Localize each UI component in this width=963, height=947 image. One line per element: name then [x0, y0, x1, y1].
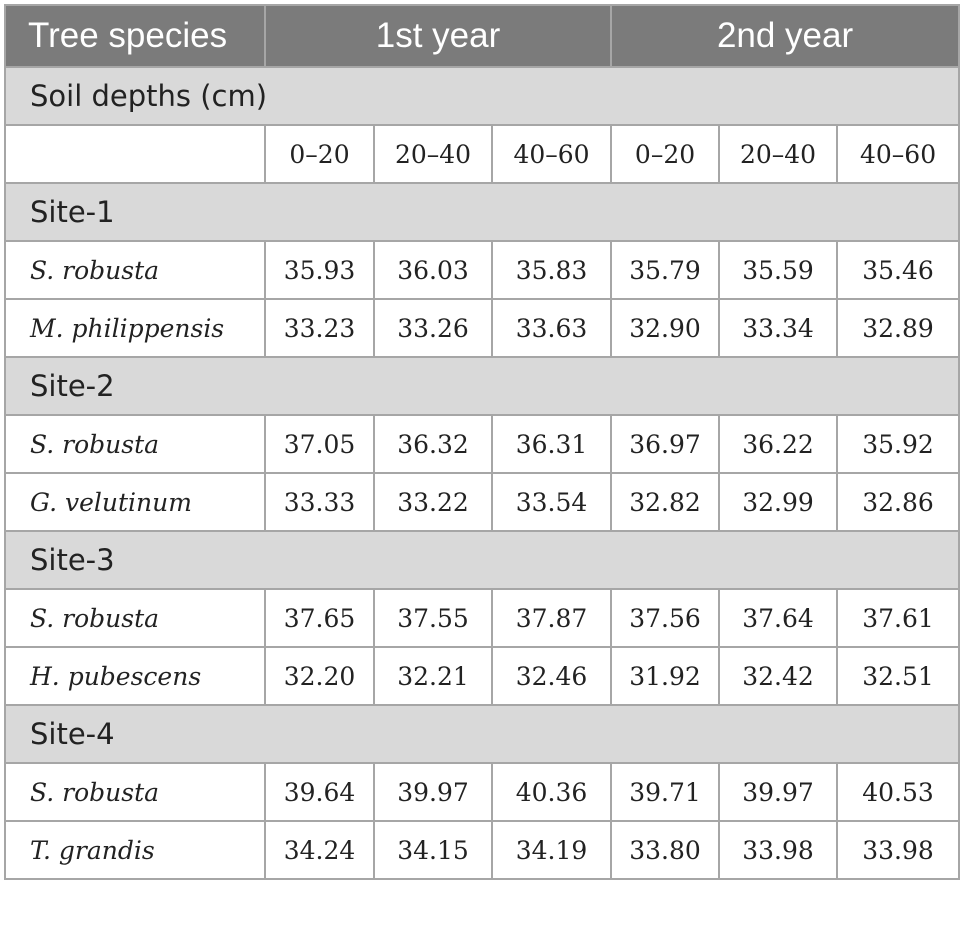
value-cell: 33.98 [836, 820, 961, 880]
value-cell: 40.36 [490, 762, 613, 822]
value-cell: 37.55 [373, 588, 493, 648]
depth-cell: 0–20 [610, 124, 721, 184]
species-cell: M. philippensis [4, 298, 266, 358]
value-cell: 39.97 [373, 762, 493, 822]
value-cell: 32.99 [718, 472, 839, 532]
table-header-row: Tree species 1st year 2nd year [4, 4, 961, 68]
value-cell: 37.61 [836, 588, 961, 648]
value-cell: 31.92 [610, 646, 721, 706]
table-row: S. robusta 35.93 36.03 35.83 35.79 35.59 35.46 [4, 240, 961, 300]
value-cell: 32.21 [373, 646, 493, 706]
value-cell: 32.42 [718, 646, 839, 706]
value-cell: 37.87 [490, 588, 613, 648]
table-row: G. velutinum 33.33 33.22 33.54 32.82 32.99 32.… [4, 472, 961, 532]
species-cell: S. robusta [4, 588, 266, 648]
tree-species-header: Tree species [4, 4, 266, 68]
value-cell: 34.24 [264, 820, 375, 880]
value-cell: 33.34 [718, 298, 839, 358]
table-row: H. pubescens 32.20 32.21 32.46 31.92 32.42 32.… [4, 646, 961, 706]
value-cell: 33.80 [610, 820, 721, 880]
depth-cell: 20–40 [373, 124, 493, 184]
value-cell: 36.97 [610, 414, 721, 474]
value-cell: 37.56 [610, 588, 721, 648]
value-cell: 36.22 [718, 414, 839, 474]
value-cell: 32.82 [610, 472, 721, 532]
soil-data-table: Tree species 1st year 2nd year Soil dept… [3, 4, 961, 880]
value-cell: 39.71 [610, 762, 721, 822]
site-label: Site-4 [3, 704, 961, 764]
table-row: S. robusta 37.65 37.55 37.87 37.56 37.64 37.61 [4, 588, 961, 648]
value-cell: 35.46 [836, 240, 961, 300]
depth-cell: 20–40 [718, 124, 839, 184]
soil-depths-band: Soil depths (cm) [3, 66, 961, 126]
depth-cell: 40–60 [836, 124, 961, 184]
value-cell: 33.63 [490, 298, 613, 358]
species-cell: S. robusta [4, 414, 266, 474]
species-cell: G. velutinum [4, 472, 266, 532]
value-cell: 39.64 [264, 762, 375, 822]
table-row: S. robusta 37.05 36.32 36.31 36.97 36.22 35.92 [4, 414, 961, 474]
species-cell: S. robusta [4, 762, 266, 822]
value-cell: 34.15 [373, 820, 493, 880]
value-cell: 37.64 [718, 588, 839, 648]
value-cell: 39.97 [718, 762, 839, 822]
value-cell: 34.19 [490, 820, 613, 880]
value-cell: 37.05 [264, 414, 375, 474]
value-cell: 33.22 [373, 472, 493, 532]
value-cell: 40.53 [836, 762, 961, 822]
value-cell: 35.59 [718, 240, 839, 300]
value-cell: 35.79 [610, 240, 721, 300]
site-band: Site-2 [3, 356, 961, 416]
value-cell: 33.54 [490, 472, 613, 532]
table-row: T. grandis 34.24 34.15 34.19 33.80 33.98 33.98 [4, 820, 961, 880]
site-band: Site-4 [3, 704, 961, 764]
value-cell: 33.98 [718, 820, 839, 880]
value-cell: 32.51 [836, 646, 961, 706]
value-cell: 32.46 [490, 646, 613, 706]
soil-depths-label: Soil depths (cm) [3, 66, 961, 126]
site-label: Site-1 [3, 182, 961, 242]
second-year-header: 2nd year [610, 4, 961, 68]
species-cell: H. pubescens [4, 646, 266, 706]
species-cell: S. robusta [4, 240, 266, 300]
value-cell: 32.20 [264, 646, 375, 706]
value-cell: 37.65 [264, 588, 375, 648]
depth-cell: 40–60 [490, 124, 613, 184]
table-row: S. robusta 39.64 39.97 40.36 39.71 39.97 40.53 [4, 762, 961, 822]
first-year-header: 1st year [263, 4, 613, 68]
value-cell: 36.03 [373, 240, 493, 300]
value-cell: 33.33 [264, 472, 375, 532]
site-band: Site-3 [3, 530, 961, 590]
depth-cell: 0–20 [264, 124, 375, 184]
value-cell: 35.93 [264, 240, 375, 300]
value-cell: 35.92 [836, 414, 961, 474]
value-cell: 33.23 [264, 298, 375, 358]
value-cell: 35.83 [490, 240, 613, 300]
value-cell: 32.86 [836, 472, 961, 532]
depth-row: 0–20 20–40 40–60 0–20 20–40 40–60 [4, 124, 961, 184]
species-cell: T. grandis [4, 820, 266, 880]
table-body: Soil depths (cm) 0–20 20–40 40–60 0–20 2… [3, 66, 961, 880]
value-cell: 36.32 [373, 414, 493, 474]
table-row: M. philippensis 33.23 33.26 33.63 32.90 33.34… [4, 298, 961, 358]
value-cell: 33.26 [373, 298, 493, 358]
site-band: Site-1 [3, 182, 961, 242]
depth-row-blank-cell [4, 124, 266, 184]
site-label: Site-3 [3, 530, 961, 590]
value-cell: 36.31 [490, 414, 613, 474]
site-label: Site-2 [3, 356, 961, 416]
value-cell: 32.89 [836, 298, 961, 358]
value-cell: 32.90 [610, 298, 721, 358]
